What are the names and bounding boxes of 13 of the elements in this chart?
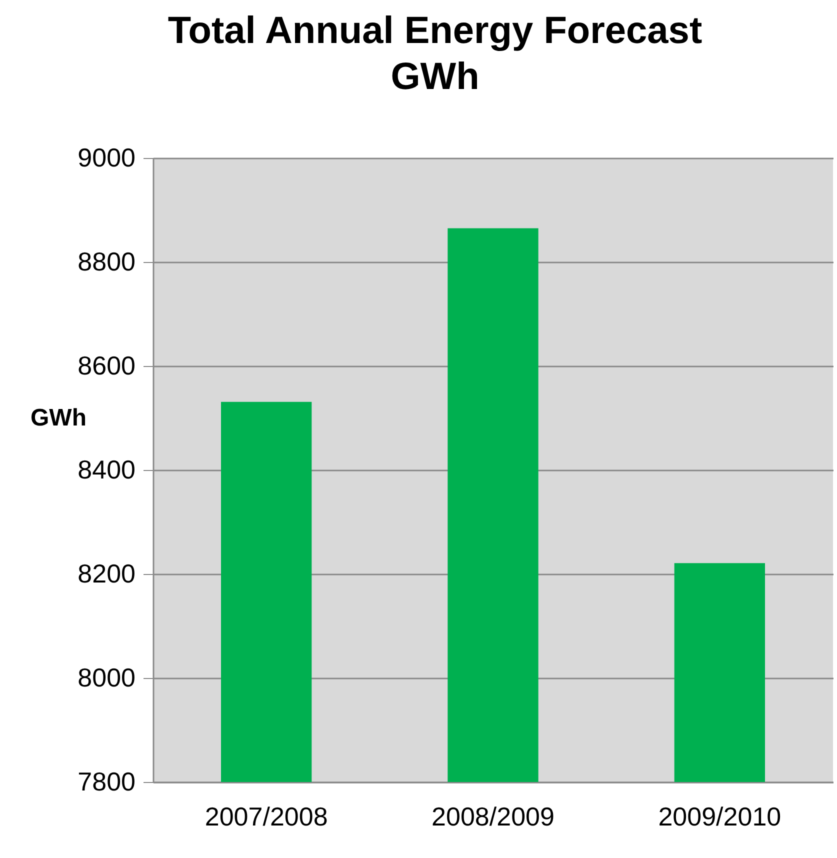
y-tick-label: 7800 [78,766,136,796]
x-tick-label: 2009/2010 [658,802,782,832]
y-tick-label: 8800 [78,246,136,276]
y-tick-label: 8200 [78,558,136,588]
x-tick-label: 2007/2008 [204,802,328,832]
text: Total Annual Energy Forecast [168,10,702,52]
y-axis-title: GWh [30,404,86,432]
text: GWh [390,56,480,98]
y-tick-label: 8400 [78,454,136,484]
x-tick-label: 2008/2009 [432,802,554,832]
y-tick-label: 8000 [78,662,136,692]
y-tick-label: 8600 [78,350,136,380]
y-tick-label: 9000 [78,142,136,172]
